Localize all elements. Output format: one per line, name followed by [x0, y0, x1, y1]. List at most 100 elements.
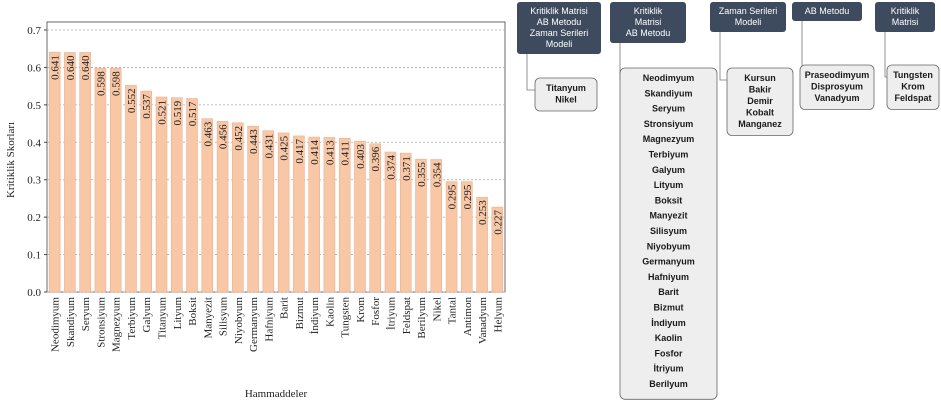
y-tick-label: 0.6: [27, 62, 41, 74]
value-label: 0.354: [431, 162, 443, 187]
value-label: 0.431: [263, 134, 275, 159]
x-tick-label: Silisyum: [218, 297, 230, 337]
item-text: Niyobyum: [647, 241, 691, 251]
item-text: Manyezit: [649, 211, 687, 221]
item-text: Magnezyum: [643, 134, 695, 144]
item-text: Hafniyum: [648, 272, 689, 282]
x-tick-label: Tungsten: [340, 297, 352, 338]
value-label: 0.452: [233, 126, 245, 151]
value-label: 0.519: [172, 100, 184, 125]
bar: [415, 158, 427, 293]
item-text: Manganez: [738, 119, 782, 129]
bar: [338, 137, 351, 293]
header-text: Matrisi: [892, 17, 919, 27]
x-tick-label: Nikel: [431, 297, 443, 321]
y-tick-label: 0.1: [27, 250, 41, 262]
x-tick-label: Fosfor: [370, 297, 382, 326]
item-box: [886, 64, 940, 110]
item-text: Seryum: [652, 104, 685, 114]
value-label: 0.295: [447, 184, 459, 209]
value-label: 0.371: [401, 156, 413, 181]
x-tick-label: Boksit: [187, 297, 199, 326]
item-text: Fosfor: [655, 348, 683, 358]
item-text: Kaolin: [655, 333, 683, 343]
header-text: Kritiklik Matrisi: [530, 6, 588, 16]
x-tick-label: Helyum: [492, 297, 504, 333]
item-text: Barit: [658, 287, 679, 297]
bar: [476, 197, 488, 293]
value-label: 0.414: [309, 140, 321, 165]
value-label: 0.552: [126, 88, 138, 113]
bar: [232, 122, 244, 293]
y-tick-label: 0.5: [27, 100, 41, 112]
x-tick-label: Berilyum: [416, 297, 428, 339]
bar: [400, 152, 412, 293]
item-text: Boksit: [655, 195, 683, 205]
item-text: Kobalt: [746, 108, 774, 118]
item-text: Bakir: [749, 85, 772, 95]
bar: [262, 130, 275, 293]
item-text: Germanyum: [642, 257, 695, 267]
item-text: Skandiyum: [644, 88, 692, 98]
value-label: 0.403: [355, 144, 367, 169]
item-box: [799, 64, 875, 110]
bar: [430, 159, 443, 293]
x-tick-label: İtriyum: [386, 297, 398, 330]
x-tick-label: Galyum: [141, 297, 153, 333]
x-tick-label: Niyobyum: [233, 297, 245, 345]
item-text: Demir: [747, 96, 773, 106]
x-tick-label: Magnezyum: [111, 297, 123, 352]
value-label: 0.640: [65, 55, 77, 80]
bar: [140, 90, 152, 293]
header-text: Modeli: [546, 39, 573, 49]
item-text: Kursun: [744, 73, 776, 83]
header-text: Zaman Serileri: [719, 6, 778, 16]
x-tick-label: Bizmut: [294, 297, 306, 329]
item-box: [726, 67, 794, 136]
item-text: Krom: [901, 82, 925, 92]
header-box: [875, 2, 935, 32]
bar: [216, 121, 229, 293]
x-tick-label: Vanadyum: [477, 297, 489, 344]
x-tick-label: Skandiyum: [65, 297, 77, 348]
value-label: 0.425: [279, 135, 291, 160]
value-label: 0.355: [416, 162, 428, 187]
value-label: 0.521: [157, 100, 169, 125]
item-text: Lityum: [654, 180, 684, 190]
value-label: 0.517: [187, 101, 199, 126]
chart: Kritiklik Skorları Hammaddeler 0.0 0.1 0.2…: [5, 21, 506, 400]
item-text: Berilyum: [649, 379, 688, 389]
connector: [884, 32, 887, 78]
value-label: 0.598: [111, 71, 123, 96]
header-text: AB Metodu: [805, 6, 850, 16]
bar: [354, 140, 366, 293]
value-label: 0.640: [80, 55, 92, 80]
header-text: AB Metodu: [537, 17, 582, 27]
y-tick-label: 0.4: [27, 137, 41, 149]
value-label: 0.295: [462, 184, 474, 209]
bar: [171, 97, 183, 293]
item-text: Nikel: [555, 95, 577, 105]
bar: [384, 151, 397, 293]
x-tick-label: Germanyum: [248, 297, 260, 352]
x-tick-label: Seryum: [80, 297, 92, 332]
header-text: Modeli: [735, 17, 762, 27]
item-text: Terbiyum: [649, 150, 689, 160]
item-text: Silisyum: [650, 226, 687, 236]
bar: [491, 206, 504, 293]
value-label: 0.227: [492, 210, 504, 235]
item-text: Praseodimyum: [805, 70, 870, 80]
item-text: Neodimyum: [643, 73, 695, 83]
header-text: Zaman Serileri: [530, 28, 589, 38]
header-box: [610, 2, 686, 43]
bar: [201, 118, 214, 293]
bar: [79, 52, 91, 293]
bar: [369, 143, 381, 293]
connector: [526, 54, 535, 91]
value-label: 0.253: [477, 200, 489, 225]
x-tick-label: Antimon: [462, 297, 474, 337]
value-label: 0.413: [324, 140, 336, 165]
value-label: 0.463: [202, 121, 214, 146]
bar: [155, 96, 168, 293]
